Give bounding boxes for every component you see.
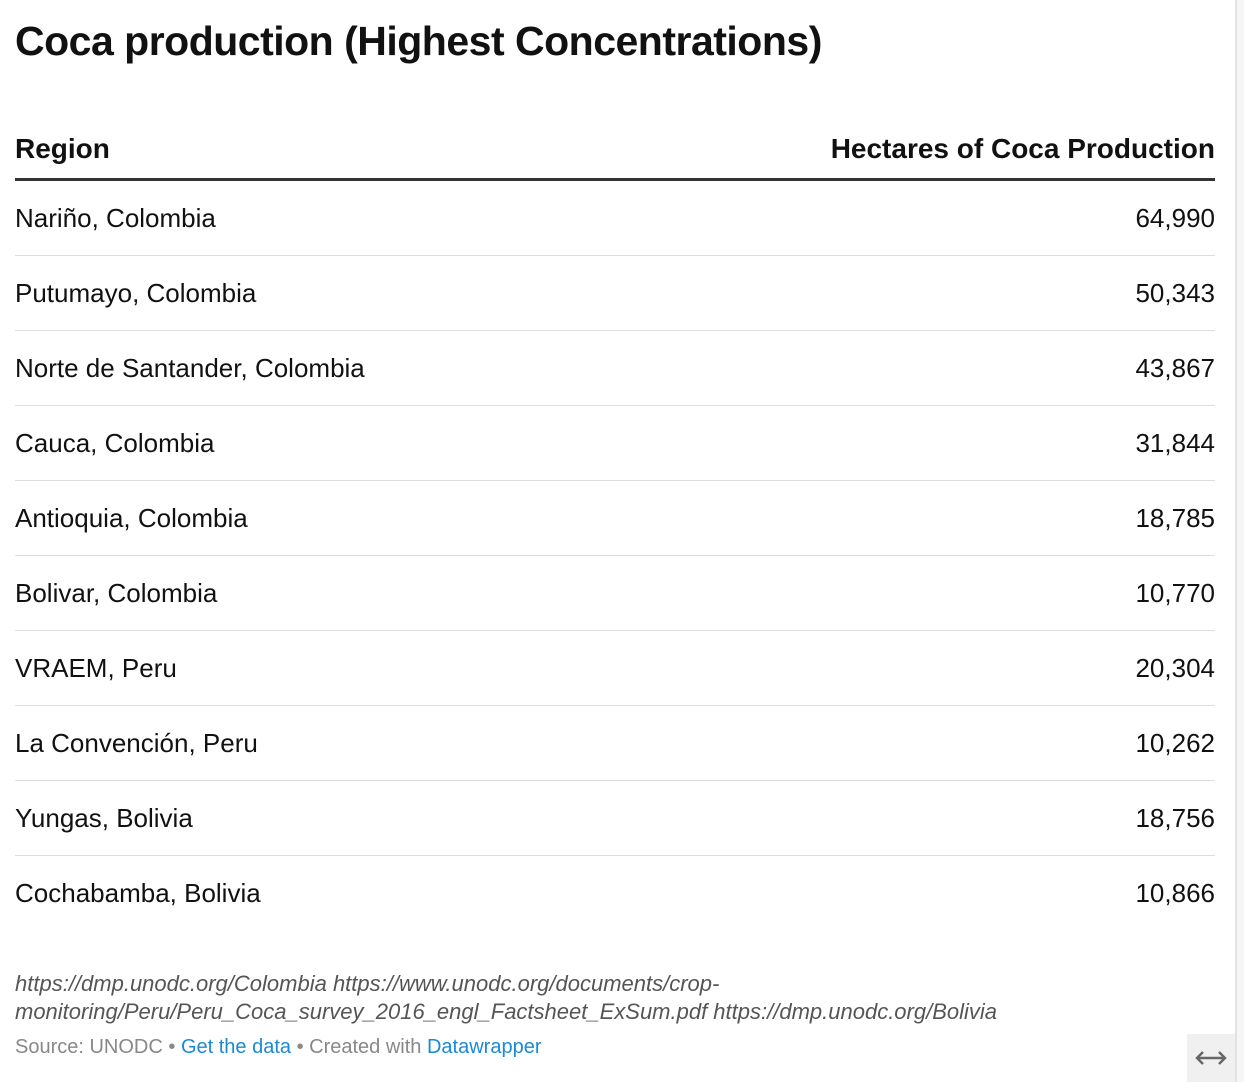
region-cell: Bolivar, Colombia [15, 577, 218, 608]
separator: • [162, 1036, 181, 1058]
horizontal-arrows-icon [1195, 1051, 1227, 1065]
source-notes: https://dmp.unodc.org/Colombia https://w… [15, 971, 998, 1024]
hectares-cell: 43,867 [1135, 352, 1215, 383]
hectares-cell: 20,304 [1135, 652, 1215, 683]
get-data-link[interactable]: Get the data [180, 1036, 292, 1058]
region-cell: Cauca, Colombia [15, 427, 215, 458]
data-table: Region Hectares of Coca Production Nariñ… [15, 120, 1215, 930]
table-row: La Convención, Peru 10,262 [15, 706, 1215, 781]
datawrapper-link[interactable]: Datawrapper [426, 1036, 542, 1058]
created-with-label: Created with [309, 1036, 422, 1058]
region-cell: Norte de Santander, Colombia [15, 352, 365, 383]
hectares-cell: 10,866 [1135, 877, 1215, 908]
hectares-cell: 18,785 [1135, 502, 1215, 533]
footer-source: Source: UNODC • Get the data • Created w… [15, 1036, 542, 1059]
region-cell: Cochabamba, Bolivia [15, 877, 261, 908]
column-header-region[interactable]: Region [15, 133, 110, 164]
region-cell: VRAEM, Peru [15, 652, 177, 683]
table-row: Nariño, Colombia 64,990 [15, 181, 1215, 256]
table-row: Bolivar, Colombia 10,770 [15, 556, 1215, 631]
separator: • [291, 1036, 310, 1058]
hectares-cell: 64,990 [1135, 202, 1215, 233]
hectares-cell: 50,343 [1135, 277, 1215, 308]
region-cell: Nariño, Colombia [15, 202, 216, 233]
table-row: VRAEM, Peru 20,304 [15, 631, 1215, 706]
hectares-cell: 18,756 [1135, 802, 1215, 833]
hectares-cell: 31,844 [1135, 427, 1215, 458]
hectares-cell: 10,262 [1135, 727, 1215, 758]
scrollbar[interactable] [1235, 0, 1244, 1082]
table-header: Region Hectares of Coca Production [15, 120, 1215, 181]
region-cell: Putumayo, Colombia [15, 277, 257, 308]
page-title: Coca production (Highest Concentrations) [15, 18, 822, 64]
table-row: Cochabamba, Bolivia 10,866 [15, 856, 1215, 930]
table-row: Putumayo, Colombia 50,343 [15, 256, 1215, 331]
table-row: Yungas, Bolivia 18,756 [15, 781, 1215, 856]
region-cell: Yungas, Bolivia [15, 802, 193, 833]
column-header-hectares[interactable]: Hectares of Coca Production [830, 133, 1215, 164]
table-row: Cauca, Colombia 31,844 [15, 406, 1215, 481]
source-label: Source: UNODC [15, 1036, 163, 1058]
region-cell: Antioquia, Colombia [15, 502, 248, 533]
hectares-cell: 10,770 [1135, 577, 1215, 608]
table-row: Norte de Santander, Colombia 43,867 [15, 331, 1215, 406]
table-row: Antioquia, Colombia 18,785 [15, 481, 1215, 556]
resize-button[interactable] [1187, 1034, 1235, 1082]
region-cell: La Convención, Peru [15, 727, 258, 758]
